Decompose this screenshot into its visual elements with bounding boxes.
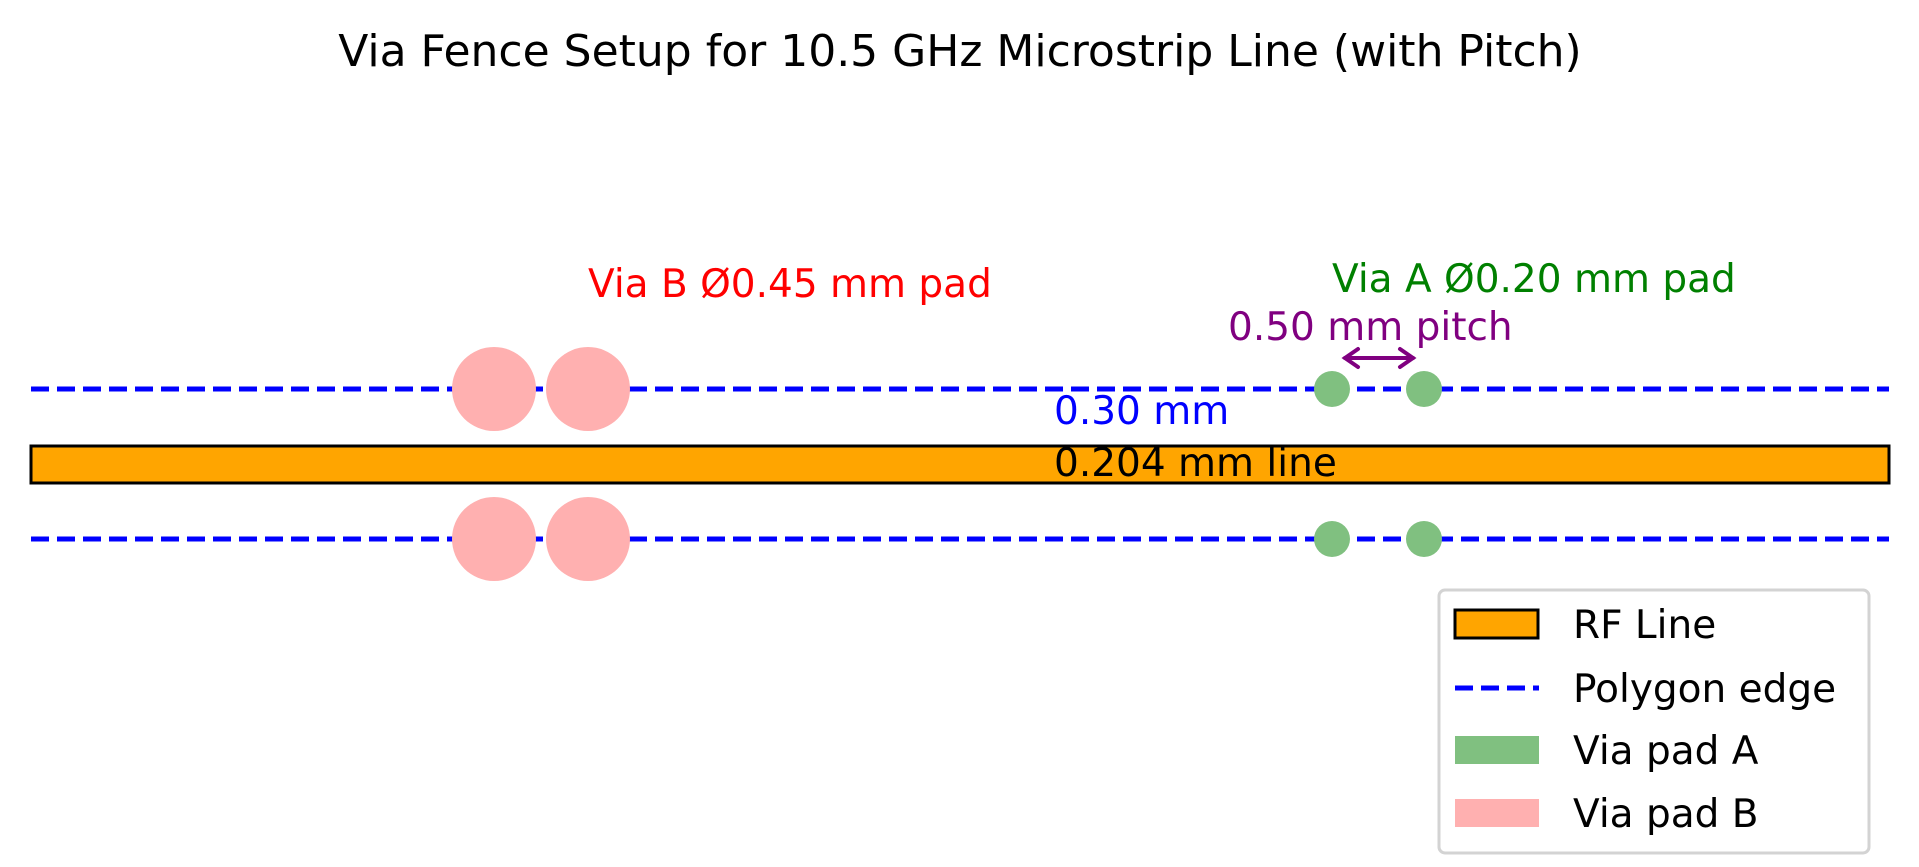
via-a-label: Via A Ø0.20 mm pad (1332, 257, 1736, 302)
legend-polygon-edge-label: Polygon edge (1573, 667, 1836, 712)
via-a-pad (1406, 371, 1442, 407)
via-b-pads (452, 347, 630, 581)
legend-via-a-swatch (1455, 736, 1539, 764)
legend: RF Line Polygon edge Via pad A Via pad B (1437, 588, 1871, 855)
legend-frame (1437, 588, 1871, 855)
diagram-title: Via Fence Setup for 10.5 GHz Microstrip … (338, 26, 1581, 77)
via-b-pad (452, 497, 536, 581)
pitch-arrow-icon (1341, 347, 1417, 369)
legend-rf-line-swatch (1453, 608, 1540, 640)
legend-via-a-label: Via pad A (1573, 729, 1759, 774)
line-width-label: 0.204 mm line (1054, 441, 1337, 486)
via-b-pad (546, 347, 630, 431)
rf-line (29, 444, 1891, 485)
via-b-pad (546, 497, 630, 581)
via-a-pads (1314, 371, 1442, 557)
via-a-pad (1314, 371, 1350, 407)
legend-via-b-label: Via pad B (1573, 792, 1759, 837)
via-a-pad (1314, 521, 1350, 557)
via-b-pad (452, 347, 536, 431)
pitch-label: 0.50 mm pitch (1228, 305, 1513, 350)
legend-via-b-swatch (1455, 799, 1539, 827)
via-a-pad (1406, 521, 1442, 557)
via-b-label: Via B Ø0.45 mm pad (588, 262, 992, 307)
legend-rf-line-label: RF Line (1573, 603, 1716, 648)
gap-label: 0.30 mm (1054, 389, 1229, 434)
